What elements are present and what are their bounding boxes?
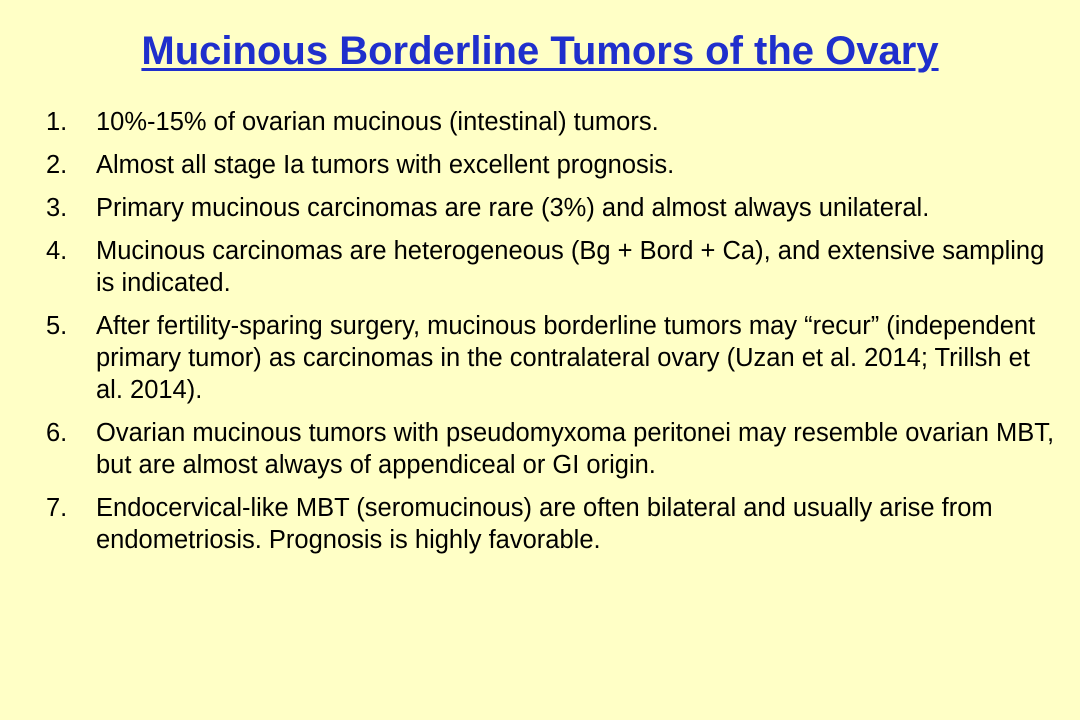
list-item-number: 6. (46, 419, 68, 447)
list-item: 4. Mucinous carcinomas are heterogeneous… (46, 235, 1056, 299)
list-item: 6. Ovarian mucinous tumors with pseudomy… (46, 417, 1056, 481)
slide-title: Mucinous Borderline Tumors of the Ovary (141, 29, 939, 73)
list-item-text: After fertility-sparing surgery, mucinou… (96, 312, 1036, 404)
list-item-text: Almost all stage Ia tumors with excellen… (96, 151, 675, 179)
list-item-text: Endocervical-like MBT (seromucinous) are… (96, 494, 993, 554)
list-item-text: Primary mucinous carcinomas are rare (3%… (96, 194, 930, 222)
list-item: 5. After fertility-sparing surgery, muci… (46, 310, 1056, 406)
list-item: 3. Primary mucinous carcinomas are rare … (46, 192, 1056, 224)
list-item: 7. Endocervical-like MBT (seromucinous) … (46, 492, 1056, 556)
list-item: 1. 10%-15% of ovarian mucinous (intestin… (46, 106, 1056, 138)
list-item-number: 5. (46, 312, 68, 340)
list-item-text: Mucinous carcinomas are heterogeneous (B… (96, 237, 1045, 297)
list-item-text: Ovarian mucinous tumors with pseudomyxom… (96, 419, 1055, 479)
list-item-number: 2. (46, 151, 68, 179)
list-item-text: 10%-15% of ovarian mucinous (intestinal)… (96, 108, 659, 136)
numbered-list: 1. 10%-15% of ovarian mucinous (intestin… (46, 106, 1056, 567)
list-item-number: 7. (46, 494, 68, 522)
list-item-number: 1. (46, 108, 68, 136)
list-item-number: 4. (46, 237, 68, 265)
list-item: 2. Almost all stage Ia tumors with excel… (46, 149, 1056, 181)
list-item-number: 3. (46, 194, 68, 222)
